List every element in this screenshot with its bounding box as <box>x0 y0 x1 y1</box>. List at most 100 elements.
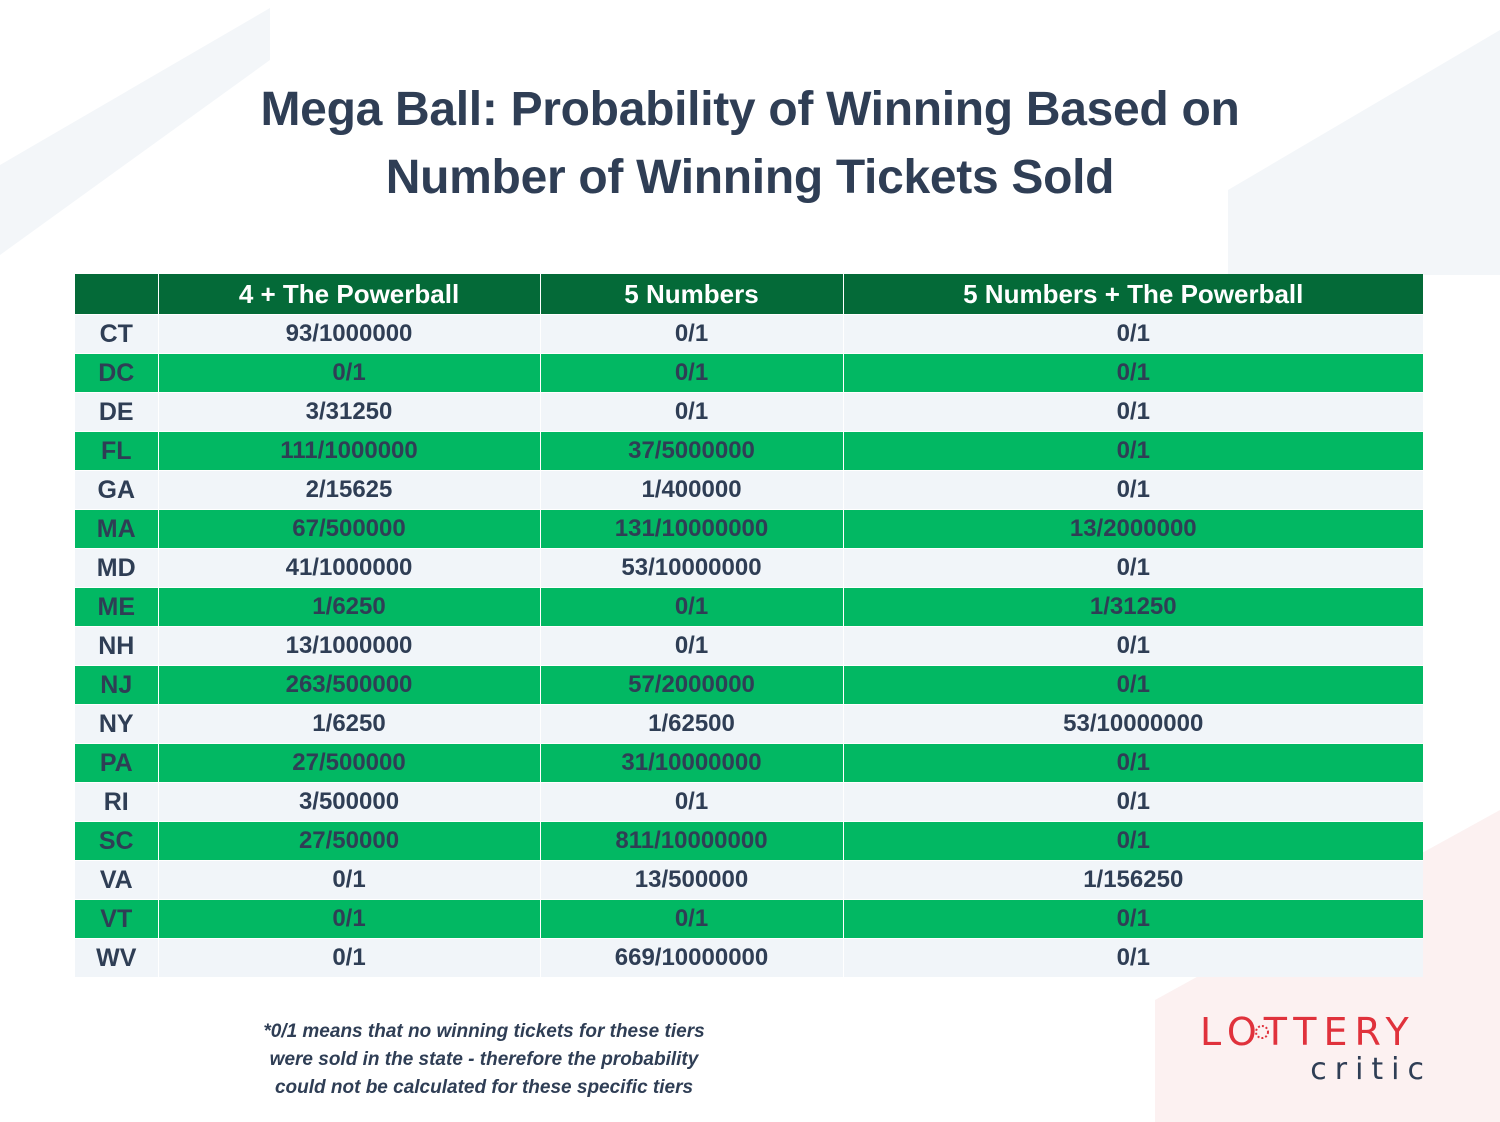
cell-5-numbers-powerball: 0/1 <box>843 314 1423 354</box>
table-row: PA 27/500000 31/10000000 0/1 <box>75 743 1423 783</box>
cell-4-powerball: 1/6250 <box>158 704 541 744</box>
cell-5-numbers: 0/1 <box>540 782 844 822</box>
table-row: DC 0/1 0/1 0/1 <box>75 353 1423 393</box>
cell-5-numbers-powerball: 1/31250 <box>843 587 1423 627</box>
state-cell: NH <box>75 626 159 666</box>
table-header-row: 4 + The Powerball 5 Numbers 5 Numbers + … <box>75 274 1423 315</box>
state-cell: CT <box>75 314 159 354</box>
cell-5-numbers-powerball: 53/10000000 <box>843 704 1423 744</box>
cell-4-powerball: 3/500000 <box>158 782 541 822</box>
state-cell: DE <box>75 392 159 432</box>
title-line-1: Mega Ball: Probability of Winning Based … <box>260 83 1240 136</box>
cell-4-powerball: 13/1000000 <box>158 626 541 666</box>
cell-4-powerball: 2/15625 <box>158 470 541 510</box>
state-cell: DC <box>75 353 159 393</box>
cell-5-numbers: 811/10000000 <box>540 821 844 861</box>
cell-5-numbers: 0/1 <box>540 353 844 393</box>
cell-5-numbers-powerball: 0/1 <box>843 899 1423 939</box>
state-cell: PA <box>75 743 159 783</box>
cell-4-powerball: 27/50000 <box>158 821 541 861</box>
cell-4-powerball: 111/1000000 <box>158 431 541 471</box>
cell-5-numbers: 0/1 <box>540 314 844 354</box>
table-row: ME 1/6250 0/1 1/31250 <box>75 587 1423 627</box>
cell-5-numbers-powerball: 0/1 <box>843 665 1423 705</box>
table-row: NJ 263/500000 57/2000000 0/1 <box>75 665 1423 705</box>
cell-4-powerball: 0/1 <box>158 938 541 977</box>
table-row: CT 93/1000000 0/1 0/1 <box>75 314 1423 354</box>
cell-4-powerball: 263/500000 <box>158 665 541 705</box>
cell-5-numbers: 669/10000000 <box>540 938 844 977</box>
logo-wordmark-bottom: critic <box>1310 1052 1432 1087</box>
cell-5-numbers: 31/10000000 <box>540 743 844 783</box>
table-row: NH 13/1000000 0/1 0/1 <box>75 626 1423 666</box>
cell-4-powerball: 3/31250 <box>158 392 541 432</box>
cell-5-numbers: 57/2000000 <box>540 665 844 705</box>
page-title: Mega Ball: Probability of Winning Based … <box>0 76 1500 212</box>
state-cell: RI <box>75 782 159 822</box>
state-cell: ME <box>75 587 159 627</box>
cell-5-numbers-powerball: 0/1 <box>843 548 1423 588</box>
column-header-5-numbers: 5 Numbers <box>540 274 844 315</box>
cell-5-numbers-powerball: 0/1 <box>843 392 1423 432</box>
cell-4-powerball: 67/500000 <box>158 509 541 549</box>
table-row: VA 0/1 13/500000 1/156250 <box>75 860 1423 900</box>
table-row: NY 1/6250 1/62500 53/10000000 <box>75 704 1423 744</box>
state-cell: MA <box>75 509 159 549</box>
probability-table: 4 + The Powerball 5 Numbers 5 Numbers + … <box>75 274 1423 977</box>
table-row: RI 3/500000 0/1 0/1 <box>75 782 1423 822</box>
cell-5-numbers: 37/5000000 <box>540 431 844 471</box>
column-header-5-numbers-powerball: 5 Numbers + The Powerball <box>843 274 1423 315</box>
column-header-state <box>75 274 159 315</box>
footnote-line-3: could not be calculated for these specif… <box>274 1077 694 1098</box>
cell-4-powerball: 0/1 <box>158 860 541 900</box>
cell-5-numbers-powerball: 1/156250 <box>843 860 1423 900</box>
state-cell: GA <box>75 470 159 510</box>
cell-4-powerball: 41/1000000 <box>158 548 541 588</box>
cell-5-numbers: 0/1 <box>540 392 844 432</box>
footnote-line-1: *0/1 means that no winning tickets for t… <box>263 1021 705 1042</box>
cell-4-powerball: 93/1000000 <box>158 314 541 354</box>
cell-5-numbers-powerball: 0/1 <box>843 782 1423 822</box>
table-row: SC 27/50000 811/10000000 0/1 <box>75 821 1423 861</box>
cell-5-numbers: 0/1 <box>540 587 844 627</box>
table-row: MD 41/1000000 53/10000000 0/1 <box>75 548 1423 588</box>
table-row: FL 111/1000000 37/5000000 0/1 <box>75 431 1423 471</box>
table-row: MA 67/500000 131/10000000 13/2000000 <box>75 509 1423 549</box>
cell-5-numbers: 0/1 <box>540 626 844 666</box>
state-cell: FL <box>75 431 159 471</box>
state-cell: NJ <box>75 665 159 705</box>
state-cell: NY <box>75 704 159 744</box>
cell-5-numbers: 53/10000000 <box>540 548 844 588</box>
table-row: WV 0/1 669/10000000 0/1 <box>75 938 1423 977</box>
table-row: DE 3/31250 0/1 0/1 <box>75 392 1423 432</box>
cell-5-numbers-powerball: 0/1 <box>843 743 1423 783</box>
cell-5-numbers: 0/1 <box>540 899 844 939</box>
state-cell: VT <box>75 899 159 939</box>
cell-4-powerball: 0/1 <box>158 353 541 393</box>
cell-5-numbers-powerball: 0/1 <box>843 470 1423 510</box>
table-row: GA 2/15625 1/400000 0/1 <box>75 470 1423 510</box>
table-row: VT 0/1 0/1 0/1 <box>75 899 1423 939</box>
logo-wordmark-top: LOTTERY <box>1200 1010 1416 1054</box>
cell-5-numbers-powerball: 13/2000000 <box>843 509 1423 549</box>
cell-4-powerball: 27/500000 <box>158 743 541 783</box>
cell-5-numbers: 1/400000 <box>540 470 844 510</box>
cell-4-powerball: 0/1 <box>158 899 541 939</box>
column-header-4-powerball: 4 + The Powerball <box>158 274 541 315</box>
state-cell: VA <box>75 860 159 900</box>
cell-5-numbers: 13/500000 <box>540 860 844 900</box>
cell-5-numbers-powerball: 0/1 <box>843 626 1423 666</box>
state-cell: SC <box>75 821 159 861</box>
state-cell: WV <box>75 938 159 977</box>
cell-5-numbers: 131/10000000 <box>540 509 844 549</box>
cell-5-numbers-powerball: 0/1 <box>843 431 1423 471</box>
lottery-critic-logo: LOTTERY critic <box>1196 1010 1436 1090</box>
cell-4-powerball: 1/6250 <box>158 587 541 627</box>
logo-ball-icon <box>1255 1025 1269 1039</box>
state-cell: MD <box>75 548 159 588</box>
cell-5-numbers-powerball: 0/1 <box>843 353 1423 393</box>
cell-5-numbers-powerball: 0/1 <box>843 938 1423 977</box>
title-line-2: Number of Winning Tickets Sold <box>385 151 1115 204</box>
footnote-line-2: were sold in the state - therefore the p… <box>269 1049 699 1070</box>
cell-5-numbers-powerball: 0/1 <box>843 821 1423 861</box>
